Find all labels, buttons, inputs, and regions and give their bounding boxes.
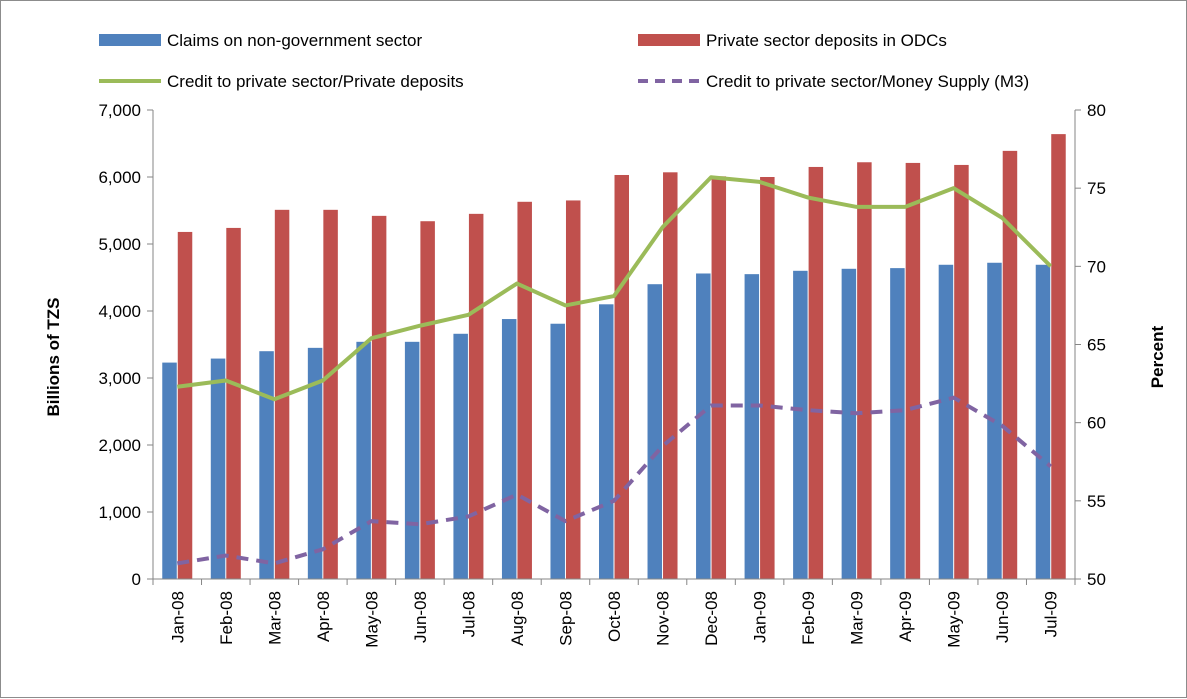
y-tick-left-label-3: 3,000 — [98, 369, 141, 388]
bar-claims-8 — [550, 323, 565, 579]
bar-claims-4 — [356, 341, 371, 579]
bar-deposits-6 — [468, 213, 484, 579]
bar-deposits-18 — [1051, 134, 1066, 579]
y-tick-right-label-6: 80 — [1087, 101, 1106, 120]
bar-deposits-14 — [857, 162, 872, 579]
x-tick-label-1: Feb-08 — [217, 591, 236, 645]
bar-deposits-16 — [954, 164, 969, 579]
plot-area: 0 1,000 2,000 3,000 4,000 5,000 6,000 7,000 50 55… — [98, 101, 1105, 648]
bar-claims-11 — [696, 273, 711, 579]
bar-claims-13 — [793, 270, 808, 579]
y-tick-right-label-0: 50 — [1087, 570, 1106, 589]
bar-deposits-12 — [760, 177, 775, 579]
bar-claims-5 — [404, 341, 420, 579]
bar-deposits-10 — [663, 172, 678, 579]
x-tick-label-11: Dec-08 — [702, 591, 721, 646]
x-tick-label-16: May-09 — [945, 591, 964, 648]
x-tick-label-12: Jan-09 — [751, 591, 770, 643]
x-tick-label-0: Jan-08 — [168, 591, 187, 643]
bar-deposits-8 — [565, 200, 581, 579]
bar-claims-10 — [647, 284, 663, 579]
x-tick-label-3: Apr-08 — [314, 591, 333, 642]
bar-claims-16 — [938, 264, 954, 579]
legend-label-claims: Claims on non-government sector — [167, 31, 422, 50]
y-tick-left-label-4: 4,000 — [98, 302, 141, 321]
bar-deposits-11 — [711, 176, 727, 579]
bar-claims-12 — [744, 274, 760, 579]
x-tick-label-8: Sep-08 — [556, 591, 575, 646]
bar-deposits-1 — [226, 227, 241, 580]
bar-claims-14 — [841, 268, 857, 579]
bar-claims-1 — [210, 358, 226, 579]
bar-deposits-9 — [614, 174, 629, 580]
bar-deposits-7 — [517, 201, 532, 580]
bar-claims-7 — [501, 319, 517, 579]
bar-claims-2 — [259, 351, 274, 579]
y-axis-title-left: Billions of TZS — [44, 298, 63, 417]
x-tick-label-18: Jul-09 — [1042, 591, 1061, 637]
bar-deposits-0 — [177, 231, 193, 579]
x-tick-label-17: Jun-09 — [993, 591, 1012, 643]
x-tick-label-5: Jun-08 — [411, 591, 430, 643]
x-tick-label-6: Jul-08 — [459, 591, 478, 637]
y-tick-left-label-5: 5,000 — [98, 235, 141, 254]
bar-claims-0 — [162, 362, 177, 579]
y-tick-left-label-1: 1,000 — [98, 503, 141, 522]
y-tick-right-label-2: 60 — [1087, 414, 1106, 433]
y-tick-left-label-6: 6,000 — [98, 168, 141, 187]
legend-swatch-deposits — [638, 34, 700, 46]
legend-label-deposits: Private sector deposits in ODCs — [706, 31, 947, 50]
y-tick-right-label-1: 55 — [1087, 492, 1106, 511]
y-tick-left-label-0: 0 — [132, 570, 141, 589]
bar-deposits-5 — [420, 221, 435, 579]
bar-deposits-15 — [905, 162, 921, 579]
x-tick-label-13: Feb-09 — [799, 591, 818, 645]
y-tick-left-label-2: 2,000 — [98, 436, 141, 455]
x-tick-label-10: Nov-08 — [654, 591, 673, 646]
x-tick-label-4: May-08 — [362, 591, 381, 648]
bar-deposits-3 — [323, 209, 338, 579]
line-credit-deposits-ratio — [177, 175, 1053, 402]
bar-deposits-13 — [808, 166, 824, 579]
x-tick-label-2: Mar-08 — [265, 591, 284, 645]
bar-claims-3 — [307, 347, 323, 579]
legend-swatch-claims — [99, 34, 161, 46]
x-tick-label-14: Mar-09 — [848, 591, 867, 645]
bar-deposits-17 — [1002, 150, 1018, 579]
bar-deposits-4 — [371, 215, 387, 580]
legend-label-credit-deposits-ratio: Credit to private sector/Private deposit… — [167, 72, 464, 91]
x-tick-label-9: Oct-08 — [605, 591, 624, 642]
y-tick-right-label-4: 70 — [1087, 257, 1106, 276]
legend: Claims on non-government sector Private … — [99, 31, 1029, 91]
line-credit-m3-ratio — [176, 395, 1053, 566]
bar-claims-6 — [453, 333, 468, 579]
y-tick-left-label-7: 7,000 — [98, 101, 141, 120]
bar-claims-18 — [1035, 264, 1051, 579]
bar-claims-9 — [599, 304, 614, 579]
y-tick-right-label-5: 75 — [1087, 179, 1106, 198]
bar-claims-15 — [890, 268, 905, 579]
x-tick-label-15: Apr-09 — [896, 591, 915, 642]
x-tick-label-7: Aug-08 — [508, 591, 527, 646]
legend-label-credit-m3-ratio: Credit to private sector/Money Supply (M… — [706, 72, 1029, 91]
y-tick-right-label-3: 65 — [1087, 336, 1106, 355]
y-axis-title-right: Percent — [1148, 325, 1167, 388]
